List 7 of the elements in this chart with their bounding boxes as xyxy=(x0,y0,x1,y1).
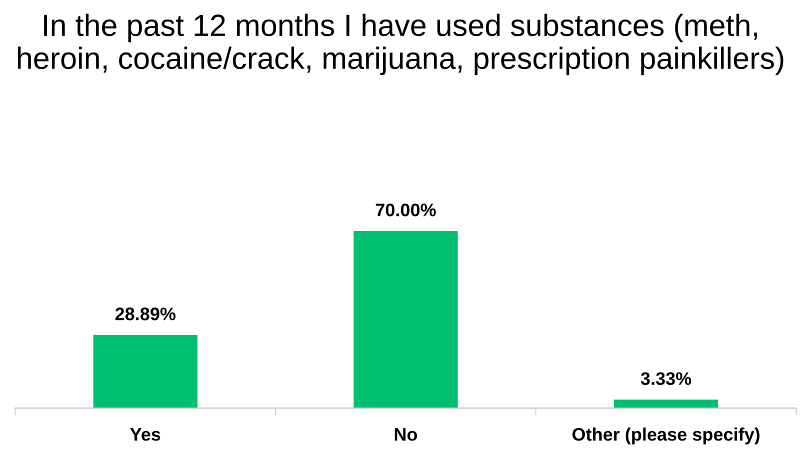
data-label: 28.89% xyxy=(115,308,176,320)
x-tick-label: No xyxy=(394,428,418,441)
x-tick-label: Other (please specify) xyxy=(572,428,760,444)
x-tick-label: Yes xyxy=(130,428,160,441)
chart-title: In the past 12 months I have used substances (meth, heroin, cocaine/crack, marijuana, prescription painkillers) xyxy=(18,14,784,76)
data-label: 3.33% xyxy=(640,372,692,385)
data-label: 70.00% xyxy=(376,204,436,216)
